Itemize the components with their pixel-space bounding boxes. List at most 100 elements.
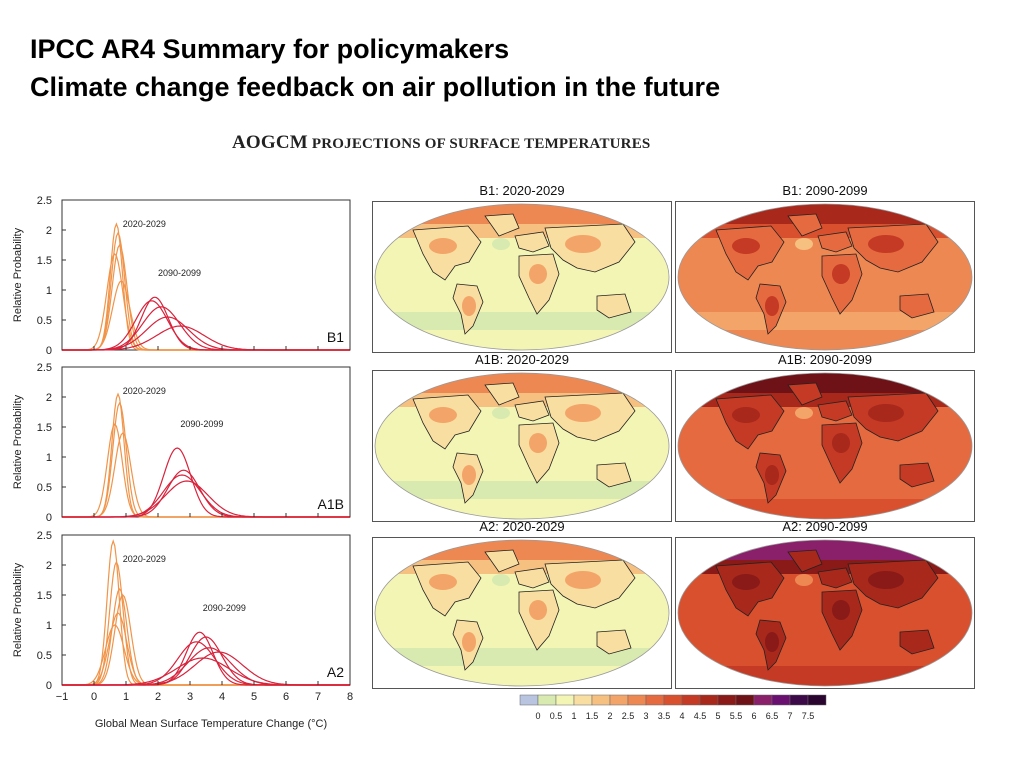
y-tick-label: 0.5 — [37, 315, 52, 327]
temperature-colorbar: 0 0.5 1 1.5 2 2.5 3 3.5 4 4.5 5 5.5 6 6.5 7 7.5 — [519, 694, 827, 721]
y-axis-label: Relative Probability — [12, 562, 24, 657]
africa-hotspot — [832, 264, 850, 284]
colorbar-label: 5 — [715, 711, 720, 721]
x-tick-label: 5 — [251, 691, 257, 703]
y-tick-label: 1 — [46, 285, 52, 297]
x-tick-label: 4 — [219, 691, 225, 703]
map-label: B1: 2090-2099 — [782, 183, 868, 198]
antarctic-band — [678, 666, 972, 686]
colorbar-label: 0 — [535, 711, 540, 721]
continent-australia — [899, 629, 935, 655]
africa-hotspot — [832, 433, 850, 453]
colorbar-swatch — [753, 694, 773, 706]
colorbar-swatch — [807, 694, 827, 706]
colorbar-label: 7 — [787, 711, 792, 721]
amazon-hotspot — [462, 296, 476, 316]
asia-hotspot — [565, 571, 601, 589]
x-tick-label: 7 — [315, 691, 321, 703]
colorbar-label: 2.5 — [622, 711, 635, 721]
america-hotspot — [732, 407, 760, 423]
arctic-band — [375, 373, 669, 393]
y-tick-label: 2.5 — [37, 362, 52, 374]
continent-europe — [817, 231, 853, 253]
y-tick-label: 2 — [46, 225, 52, 237]
temperature-map — [675, 201, 975, 353]
continent-africa — [821, 253, 863, 315]
continent-europe — [514, 567, 550, 589]
colorbar-swatch — [573, 694, 593, 706]
continent-greenland — [484, 549, 520, 573]
southern-ocean-band — [678, 648, 972, 666]
late-period-curve — [62, 657, 350, 686]
america-hotspot — [429, 574, 457, 590]
antarctic-band — [678, 330, 972, 350]
north-atlantic-cool-spot — [795, 238, 813, 250]
figure-title: AOGCM PROJECTIONS OF SURFACE TEMPERATURE… — [232, 132, 650, 154]
temperature-map — [372, 370, 672, 522]
y-tick-label: 0 — [46, 680, 52, 692]
y-tick-label: 0.5 — [37, 482, 52, 494]
figure-title-prefix: AOGCM — [232, 132, 308, 153]
slide-title-line1: IPCC AR4 Summary for policymakers — [30, 34, 510, 64]
map-outline — [677, 539, 973, 687]
africa-hotspot — [832, 600, 850, 620]
late-period-curve — [62, 325, 350, 351]
continent-africa — [821, 589, 863, 651]
scenario-label: A2 — [327, 664, 344, 680]
asia-hotspot — [565, 235, 601, 253]
colorbar-swatch — [681, 694, 701, 706]
southern-ocean-band — [678, 481, 972, 499]
arctic-band — [375, 204, 669, 224]
figure-title-rest: PROJECTIONS OF SURFACE TEMPERATURES — [311, 136, 651, 152]
chart-frame — [61, 366, 351, 518]
north-atlantic-cool-spot — [492, 574, 510, 586]
southern-ocean-band — [375, 648, 669, 666]
map-outline — [677, 203, 973, 351]
y-tick-label: 1 — [46, 620, 52, 632]
colorbar-swatch — [609, 694, 629, 706]
continent-australia — [596, 629, 632, 655]
africa-hotspot — [529, 264, 547, 284]
y-tick-label: 1.5 — [37, 590, 52, 602]
x-tick-label: 8 — [347, 691, 353, 703]
y-tick-label: 1 — [46, 452, 52, 464]
continent-australia — [596, 462, 632, 488]
map-label: A2: 2090-2099 — [782, 519, 868, 534]
y-tick-label: 1.5 — [37, 422, 52, 434]
colorbar-swatch — [735, 694, 755, 706]
continent-africa — [518, 589, 560, 651]
colorbar-label: 4 — [679, 711, 684, 721]
map-label: A2: 2020-2029 — [479, 519, 565, 534]
x-tick-label: 6 — [283, 691, 289, 703]
period-label-late: 2090-2099 — [203, 603, 246, 613]
period-label-early: 2020-2029 — [123, 219, 166, 229]
temperature-map — [372, 201, 672, 353]
colorbar-label: 4.5 — [694, 711, 707, 721]
arctic-band — [678, 204, 972, 224]
map-label: A1B: 2090-2099 — [778, 352, 872, 367]
y-tick-label: 1.5 — [37, 255, 52, 267]
period-label-early: 2020-2029 — [123, 554, 166, 564]
colorbar-label: 3.5 — [658, 711, 671, 721]
colorbar-label: 1.5 — [586, 711, 599, 721]
north-atlantic-cool-spot — [492, 407, 510, 419]
colorbar-label: 2 — [607, 711, 612, 721]
continent-australia — [596, 293, 632, 319]
southern-ocean-band — [375, 312, 669, 330]
america-hotspot — [732, 238, 760, 254]
colorbar-label: 6.5 — [766, 711, 779, 721]
continent-europe — [514, 231, 550, 253]
america-hotspot — [429, 407, 457, 423]
map-label: A1B: 2020-2029 — [475, 352, 569, 367]
continent-europe — [817, 567, 853, 589]
continent-greenland — [787, 382, 823, 406]
amazon-hotspot — [462, 465, 476, 485]
x-tick-label: 2 — [155, 691, 161, 703]
x-tick-label: 3 — [187, 691, 193, 703]
arctic-band — [678, 540, 972, 560]
colorbar-swatch — [771, 694, 791, 706]
asia-hotspot — [565, 404, 601, 422]
colorbar-swatch — [717, 694, 737, 706]
y-tick-label: 2 — [46, 392, 52, 404]
period-label-late: 2090-2099 — [158, 268, 201, 278]
